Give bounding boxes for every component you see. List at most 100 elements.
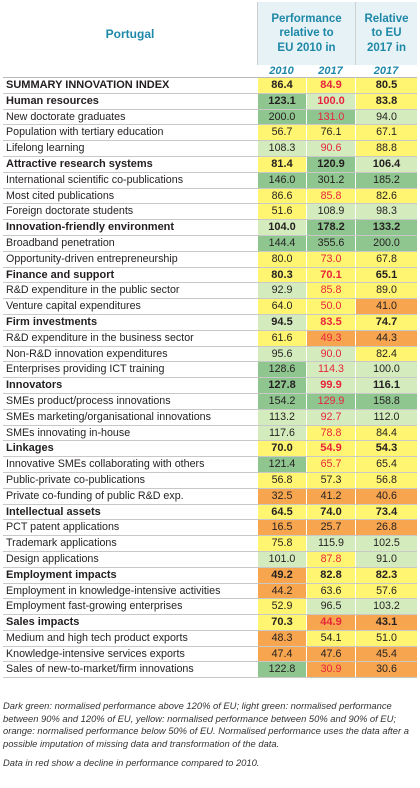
value-relative-2017: 106.4 <box>355 156 417 172</box>
row-label: Lifelong learning <box>6 142 85 155</box>
value-2017: 83.5 <box>306 314 355 330</box>
value-relative-2017: 67.1 <box>355 125 417 141</box>
value-relative-2017: 82.6 <box>355 188 417 204</box>
value-2010: 80.0 <box>257 251 306 267</box>
table-row-section: SUMMARY INNOVATION INDEX 86.4 84.9 80.5 <box>3 78 417 94</box>
value-relative-2017: 74.7 <box>355 314 417 330</box>
value-relative-2017: 89.0 <box>355 283 417 299</box>
value-2017: 96.5 <box>306 599 355 615</box>
value-2017: 78.8 <box>306 425 355 441</box>
value-2010: 121.4 <box>257 457 306 472</box>
value-relative-2017: 54.3 <box>355 441 417 457</box>
performance-header-label: Performance relative to EU 2010 in <box>271 12 342 54</box>
value-2017: 47.6 <box>306 646 355 662</box>
row-label: R&D expenditure in the public sector <box>6 284 180 297</box>
row-label: Population with tertiary education <box>6 126 164 139</box>
value-2010: 104.0 <box>257 220 306 235</box>
value-2017: 92.7 <box>306 409 355 425</box>
value-2010: 200.0 <box>257 109 306 125</box>
row-label: Innovators <box>6 379 63 392</box>
value-2010: 48.3 <box>257 630 306 646</box>
row-label: Non-R&D innovation expenditures <box>6 347 168 360</box>
value-2010: 128.6 <box>257 362 306 378</box>
value-relative-2017: 83.8 <box>355 93 417 109</box>
value-relative-2017: 43.1 <box>355 615 417 630</box>
value-2017: 178.2 <box>306 220 355 235</box>
scoreboard-table: Portugal Performance relative to EU 2010… <box>3 2 417 679</box>
value-2017: 25.7 <box>306 520 355 536</box>
value-relative-2017: 56.8 <box>355 472 417 488</box>
value-2017: 54.9 <box>306 441 355 457</box>
table-row: PCT patent applications 16.5 25.7 26.8 <box>3 520 417 537</box>
row-label: Linkages <box>6 442 54 455</box>
table-row-section: Attractive research systems 81.4 120.9 106.… <box>3 156 417 173</box>
value-2010: 44.2 <box>257 583 306 599</box>
value-2010: 86.6 <box>257 188 306 204</box>
legend-note: Dark green: normalised performance above… <box>3 700 409 749</box>
table-row-section: Innovators 127.8 99.9 116.1 <box>3 378 417 394</box>
table-row-section: Finance and support 80.3 70.1 65.1 <box>3 267 417 284</box>
value-2010: 64.0 <box>257 299 306 314</box>
row-label: Innovation-friendly environment <box>6 221 175 234</box>
value-2017: 87.8 <box>306 551 355 567</box>
value-2017: 120.9 <box>306 156 355 172</box>
value-2010: 81.4 <box>257 156 306 172</box>
table-row: Employment in knowledge-intensive activi… <box>3 583 417 600</box>
value-relative-2017: 41.0 <box>355 299 417 314</box>
row-label: Opportunity-driven entrepreneurship <box>6 252 178 265</box>
table-row-section: Human resources 123.1 100.0 83.8 <box>3 93 417 110</box>
performance-header: Performance relative to EU 2010 in <box>257 2 355 65</box>
value-2017: 85.8 <box>306 283 355 299</box>
value-relative-2017: 102.5 <box>355 536 417 551</box>
value-2017: 108.9 <box>306 204 355 220</box>
row-label: Employment fast-growing enterprises <box>6 600 183 613</box>
row-label: Sales impacts <box>6 616 80 629</box>
value-2010: 127.8 <box>257 378 306 393</box>
value-relative-2017: 158.8 <box>355 393 417 409</box>
row-label: Attractive research systems <box>6 157 153 170</box>
row-label: SMEs product/process innovations <box>6 394 171 407</box>
row-label: Finance and support <box>6 268 115 281</box>
value-relative-2017: 200.0 <box>355 235 417 251</box>
value-2010: 52.9 <box>257 599 306 615</box>
value-2010: 108.3 <box>257 141 306 156</box>
value-2017: 73.0 <box>306 251 355 267</box>
value-relative-2017: 100.0 <box>355 362 417 378</box>
year-2017: 2017 <box>318 65 343 77</box>
table-row: SMEs product/process innovations 154.2 129… <box>3 393 417 410</box>
table-body: SUMMARY INNOVATION INDEX 86.4 84.9 80.5 Huma… <box>3 78 417 679</box>
value-2010: 56.7 <box>257 125 306 141</box>
row-label: Sales of new-to-market/firm innovations <box>6 663 194 676</box>
table-row: R&D expenditure in the business sector 61… <box>3 330 417 347</box>
table-row: Innovative SMEs collaborating with other… <box>3 457 417 473</box>
row-label: Intellectual assets <box>6 505 101 518</box>
value-2010: 154.2 <box>257 393 306 409</box>
value-relative-2017: 94.0 <box>355 109 417 125</box>
value-2017: 114.3 <box>306 362 355 378</box>
value-2017: 84.9 <box>306 78 355 93</box>
value-relative-2017: 67.8 <box>355 251 417 267</box>
value-2010: 86.4 <box>257 78 306 93</box>
value-relative-2017: 80.5 <box>355 78 417 93</box>
table-row-section: Innovation-friendly environment 104.0 178.… <box>3 220 417 236</box>
value-2017: 90.0 <box>306 346 355 362</box>
row-label: Innovative SMEs collaborating with other… <box>6 458 205 471</box>
table-row: R&D expenditure in the public sector 92.9… <box>3 283 417 300</box>
table-row: Opportunity-driven entrepreneurship 80.0 7… <box>3 251 417 268</box>
value-2017: 131.0 <box>306 109 355 125</box>
value-2017: 57.3 <box>306 472 355 488</box>
value-relative-2017: 91.0 <box>355 551 417 567</box>
row-label: R&D expenditure in the business sector <box>6 331 194 344</box>
country-name: Portugal <box>105 26 155 41</box>
value-2017: 41.2 <box>306 488 355 504</box>
value-relative-2017: 40.6 <box>355 488 417 504</box>
value-2017: 44.9 <box>306 615 355 630</box>
value-relative-2017: 26.8 <box>355 520 417 536</box>
row-label: Enterprises providing ICT training <box>6 363 165 376</box>
value-2010: 123.1 <box>257 93 306 109</box>
value-2010: 70.0 <box>257 441 306 457</box>
row-label: SMEs marketing/organisational innovation… <box>6 410 211 423</box>
table-row: Knowledge-intensive services exports 47.4… <box>3 646 417 663</box>
value-relative-2017: 88.8 <box>355 141 417 156</box>
value-2017: 301.2 <box>306 172 355 188</box>
